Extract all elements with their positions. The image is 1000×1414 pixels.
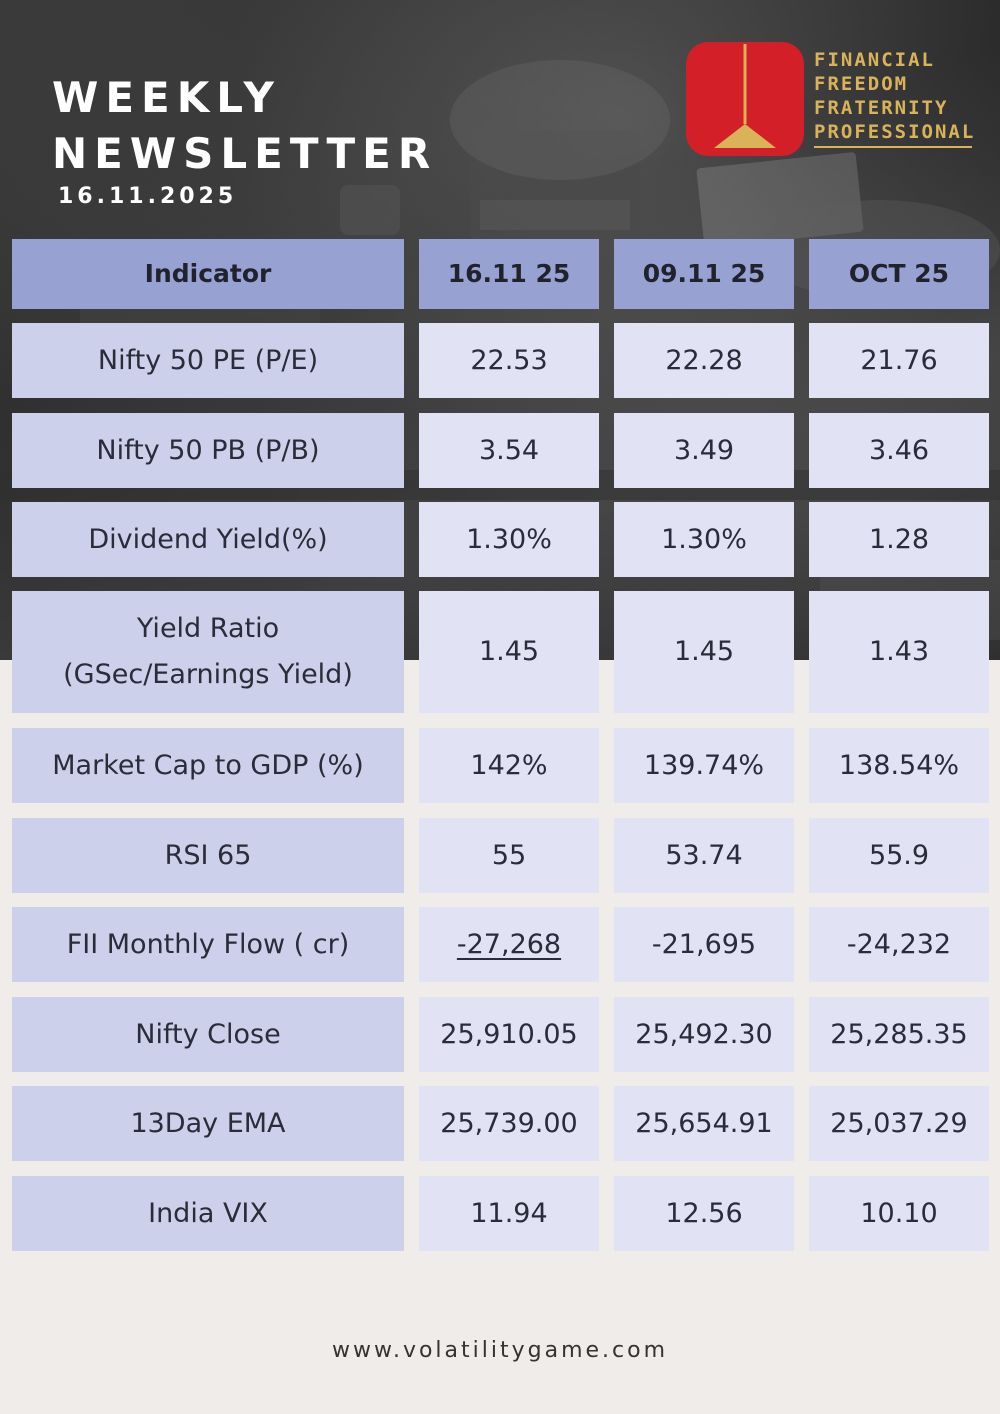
ema-value-2: 25,654.91 bbox=[614, 1086, 794, 1161]
dividend-yield-value-1: 1.30% bbox=[419, 502, 599, 577]
nifty-pb-value-2: 3.49 bbox=[614, 413, 794, 488]
yield-ratio-value-2: 1.45 bbox=[614, 591, 794, 713]
ema-value-1: 25,739.00 bbox=[419, 1086, 599, 1161]
india-vix-value-3: 10.10 bbox=[809, 1176, 989, 1251]
fii-flow-value-2: -21,695 bbox=[614, 907, 794, 982]
dividend-yield-value-3: 1.28 bbox=[809, 502, 989, 577]
row-label-rsi: RSI 65 bbox=[12, 818, 404, 893]
brand-logo-icon bbox=[686, 42, 804, 156]
newsletter-title: WEEKLY NEWSLETTER bbox=[52, 70, 437, 182]
nifty-pe-value-3: 21.76 bbox=[809, 323, 989, 398]
row-label-yield-ratio: Yield Ratio (GSec/Earnings Yield) bbox=[12, 591, 404, 713]
pyramid-icon bbox=[714, 44, 776, 148]
brand-underline bbox=[814, 146, 972, 148]
nifty-close-value-1: 25,910.05 bbox=[419, 997, 599, 1072]
rsi-value-2: 53.74 bbox=[614, 818, 794, 893]
rsi-value-3: 55.9 bbox=[809, 818, 989, 893]
ema-value-3: 25,037.29 bbox=[809, 1086, 989, 1161]
nifty-close-value-2: 25,492.30 bbox=[614, 997, 794, 1072]
brand-name: FINANCIAL FREEDOM FRATERNITY PROFESSIONA… bbox=[814, 48, 975, 148]
dividend-yield-value-2: 1.30% bbox=[614, 502, 794, 577]
column-header-date-2: 09.11 25 bbox=[614, 239, 794, 309]
row-label-dividend-yield: Dividend Yield(%) bbox=[12, 502, 404, 577]
row-label-fii-flow: FII Monthly Flow ( cr) bbox=[12, 907, 404, 982]
row-label-nifty-pe: Nifty 50 PE (P/E) bbox=[12, 323, 404, 398]
fii-flow-value-1-text: -27,268 bbox=[456, 928, 562, 960]
website-link[interactable]: www.volatilitygame.com bbox=[331, 1338, 669, 1363]
row-label-13day-ema: 13Day EMA bbox=[12, 1086, 404, 1161]
nifty-pe-value-2: 22.28 bbox=[614, 323, 794, 398]
row-label-nifty-close: Nifty Close bbox=[12, 997, 404, 1072]
yield-ratio-label-line2: (GSec/Earnings Yield) bbox=[63, 659, 353, 690]
fii-flow-value-1: -27,268 bbox=[419, 907, 599, 982]
rsi-value-1: 55 bbox=[419, 818, 599, 893]
title-line-weekly: WEEKLY bbox=[52, 73, 281, 122]
nifty-pe-value-1: 22.53 bbox=[419, 323, 599, 398]
title-line-newsletter: NEWSLETTER bbox=[52, 129, 438, 178]
nifty-pb-value-1: 3.54 bbox=[419, 413, 599, 488]
column-header-date-1: 16.11 25 bbox=[419, 239, 599, 309]
market-cap-gdp-value-1: 142% bbox=[419, 728, 599, 803]
column-header-month: OCT 25 bbox=[809, 239, 989, 309]
nifty-pb-value-3: 3.46 bbox=[809, 413, 989, 488]
market-cap-gdp-value-3: 138.54% bbox=[809, 728, 989, 803]
nifty-close-value-3: 25,285.35 bbox=[809, 997, 989, 1072]
brand-line-financial: FINANCIAL bbox=[814, 49, 935, 71]
row-label-india-vix: India VIX bbox=[12, 1176, 404, 1251]
yield-ratio-value-1: 1.45 bbox=[419, 591, 599, 713]
brand-line-professional: PROFESSIONAL bbox=[814, 121, 976, 143]
fii-flow-value-3: -24,232 bbox=[809, 907, 989, 982]
brand-line-freedom: FREEDOM bbox=[814, 73, 909, 95]
india-vix-value-1: 11.94 bbox=[419, 1176, 599, 1251]
yield-ratio-value-3: 1.43 bbox=[809, 591, 989, 713]
column-header-indicator: Indicator bbox=[12, 239, 404, 309]
india-vix-value-2: 12.56 bbox=[614, 1176, 794, 1251]
brand-line-fraternity: FRATERNITY bbox=[814, 97, 949, 119]
yield-ratio-label-line1: Yield Ratio bbox=[136, 613, 280, 644]
row-label-market-cap-gdp: Market Cap to GDP (%) bbox=[12, 728, 404, 803]
market-cap-gdp-value-2: 139.74% bbox=[614, 728, 794, 803]
row-label-nifty-pb: Nifty 50 PB (P/B) bbox=[12, 413, 404, 488]
newsletter-date: 16.11.2025 bbox=[58, 184, 238, 209]
